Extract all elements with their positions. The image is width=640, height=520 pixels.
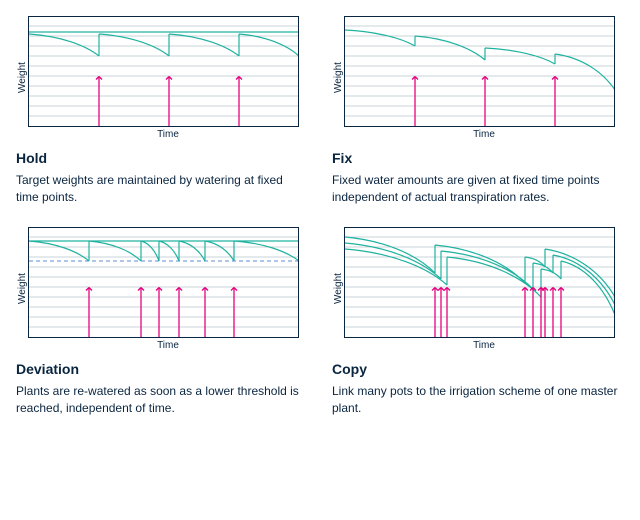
panel-hold: Weight Time Hold Target weights are main… xyxy=(16,16,308,207)
chart-deviation xyxy=(28,227,299,338)
x-axis-label: Time xyxy=(344,340,624,351)
panel-desc: Fixed water amounts are given at fixed t… xyxy=(332,172,624,207)
chart-copy xyxy=(344,227,615,338)
y-axis-label: Weight xyxy=(16,259,28,319)
x-axis-label: Time xyxy=(28,340,308,351)
x-axis-label: Time xyxy=(28,129,308,140)
chart-fix xyxy=(344,16,615,127)
x-axis-label: Time xyxy=(344,129,624,140)
y-axis-label: Weight xyxy=(16,48,28,108)
panel-title: Fix xyxy=(332,150,624,166)
panel-copy: Weight Time Copy Link many pots to the i… xyxy=(332,227,624,418)
panel-title: Copy xyxy=(332,361,624,377)
panel-grid: Weight Time Hold Target weights are main… xyxy=(16,16,624,418)
panel-title: Hold xyxy=(16,150,308,166)
panel-title: Deviation xyxy=(16,361,308,377)
panel-desc: Target weights are maintained by waterin… xyxy=(16,172,308,207)
chart-hold xyxy=(28,16,299,127)
panel-fix: Weight Time Fix Fixed water amounts are … xyxy=(332,16,624,207)
y-axis-label: Weight xyxy=(332,48,344,108)
y-axis-label: Weight xyxy=(332,259,344,319)
panel-desc: Link many pots to the irrigation scheme … xyxy=(332,383,624,418)
panel-desc: Plants are re-watered as soon as a lower… xyxy=(16,383,308,418)
panel-deviation: Weight Time Deviation Plants are re-wate… xyxy=(16,227,308,418)
